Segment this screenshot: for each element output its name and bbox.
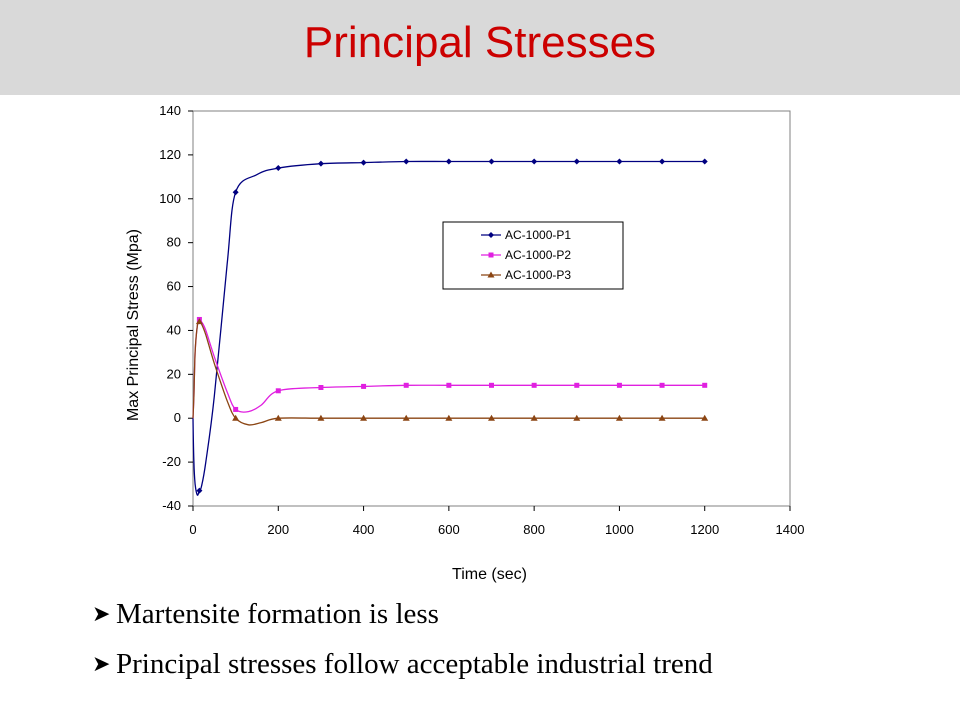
y-tick-label: 40 [167, 322, 181, 337]
plot-frame [192, 110, 791, 507]
y-tick-label: 100 [159, 191, 181, 206]
data-point [446, 382, 452, 388]
legend-entry: AC-1000-P3 [505, 268, 571, 282]
data-point [361, 383, 367, 389]
data-point [616, 382, 622, 388]
data-point [317, 160, 324, 167]
arrow-bullet-icon: ➤ [92, 601, 111, 626]
x-tick-label: 1200 [690, 522, 719, 537]
x-tick-label: 600 [438, 522, 460, 537]
data-point [233, 406, 239, 412]
y-tick-label: 0 [174, 410, 181, 425]
data-point [488, 414, 495, 421]
data-point [402, 414, 410, 421]
bullet-item: ➤ Martensite formation is less [92, 598, 713, 631]
data-point [317, 414, 325, 421]
data-point [445, 158, 452, 165]
y-tick-label: 20 [167, 366, 181, 381]
data-point [274, 414, 282, 421]
series-line-ac-1000-p1 [192, 160, 705, 496]
data-point [531, 382, 537, 388]
data-point [360, 159, 367, 166]
arrow-bullet-icon: ➤ [92, 651, 111, 676]
bullet-list: ➤ Martensite formation is less ➤ Principal… [92, 598, 713, 698]
data-point [574, 382, 580, 388]
data-point [489, 382, 494, 388]
x-tick-label: 800 [523, 522, 545, 537]
data-point [232, 189, 239, 196]
data-point [701, 414, 709, 421]
data-point [275, 165, 282, 172]
legend-entry: AC-1000-P1 [505, 228, 571, 242]
x-axis-label: Time (sec) [452, 566, 527, 583]
x-tick-label: 0 [189, 522, 196, 537]
y-tick-label: -40 [162, 498, 181, 513]
x-tick-label: 400 [353, 522, 375, 537]
data-point [530, 414, 538, 421]
data-point [658, 414, 666, 421]
slide-title: Principal Stresses [303, 18, 657, 67]
legend-entry: AC-1000-P2 [505, 248, 571, 262]
data-point [403, 158, 410, 165]
y-axis-label: Max Principal Stress (Mpa) [125, 229, 142, 421]
title-band [0, 0, 960, 95]
y-tick-label: 80 [167, 235, 181, 250]
data-point [702, 382, 708, 388]
bullet-text: Principal stresses follow acceptable ind… [116, 648, 713, 680]
data-point [659, 382, 665, 388]
data-point [403, 382, 409, 388]
bullet-text: Martensite formation is less [116, 598, 439, 630]
data-point [701, 158, 708, 165]
data-point [616, 158, 623, 165]
y-tick-label: -20 [162, 454, 181, 469]
data-point [573, 158, 580, 165]
y-tick-label: 60 [167, 279, 181, 294]
data-point [195, 318, 203, 325]
x-tick-label: 1400 [776, 522, 805, 537]
y-tick-label: 120 [159, 147, 181, 162]
data-point [615, 414, 623, 421]
data-point [573, 414, 581, 421]
data-point [232, 414, 240, 421]
data-point [196, 487, 203, 494]
legend-box [442, 221, 624, 290]
legend-marker [487, 271, 495, 278]
data-point [360, 414, 368, 421]
y-tick-label: 140 [159, 103, 181, 118]
data-point [531, 158, 538, 165]
legend-marker [488, 252, 494, 258]
data-point [488, 158, 495, 165]
data-point [659, 158, 666, 165]
bullet-item: ➤ Principal stresses follow acceptable in… [92, 648, 713, 681]
legend-marker [488, 232, 494, 238]
x-tick-label: 1000 [605, 522, 634, 537]
data-point [445, 414, 453, 421]
data-point [318, 385, 324, 390]
x-tick-label: 200 [267, 522, 289, 537]
data-point [275, 388, 281, 394]
